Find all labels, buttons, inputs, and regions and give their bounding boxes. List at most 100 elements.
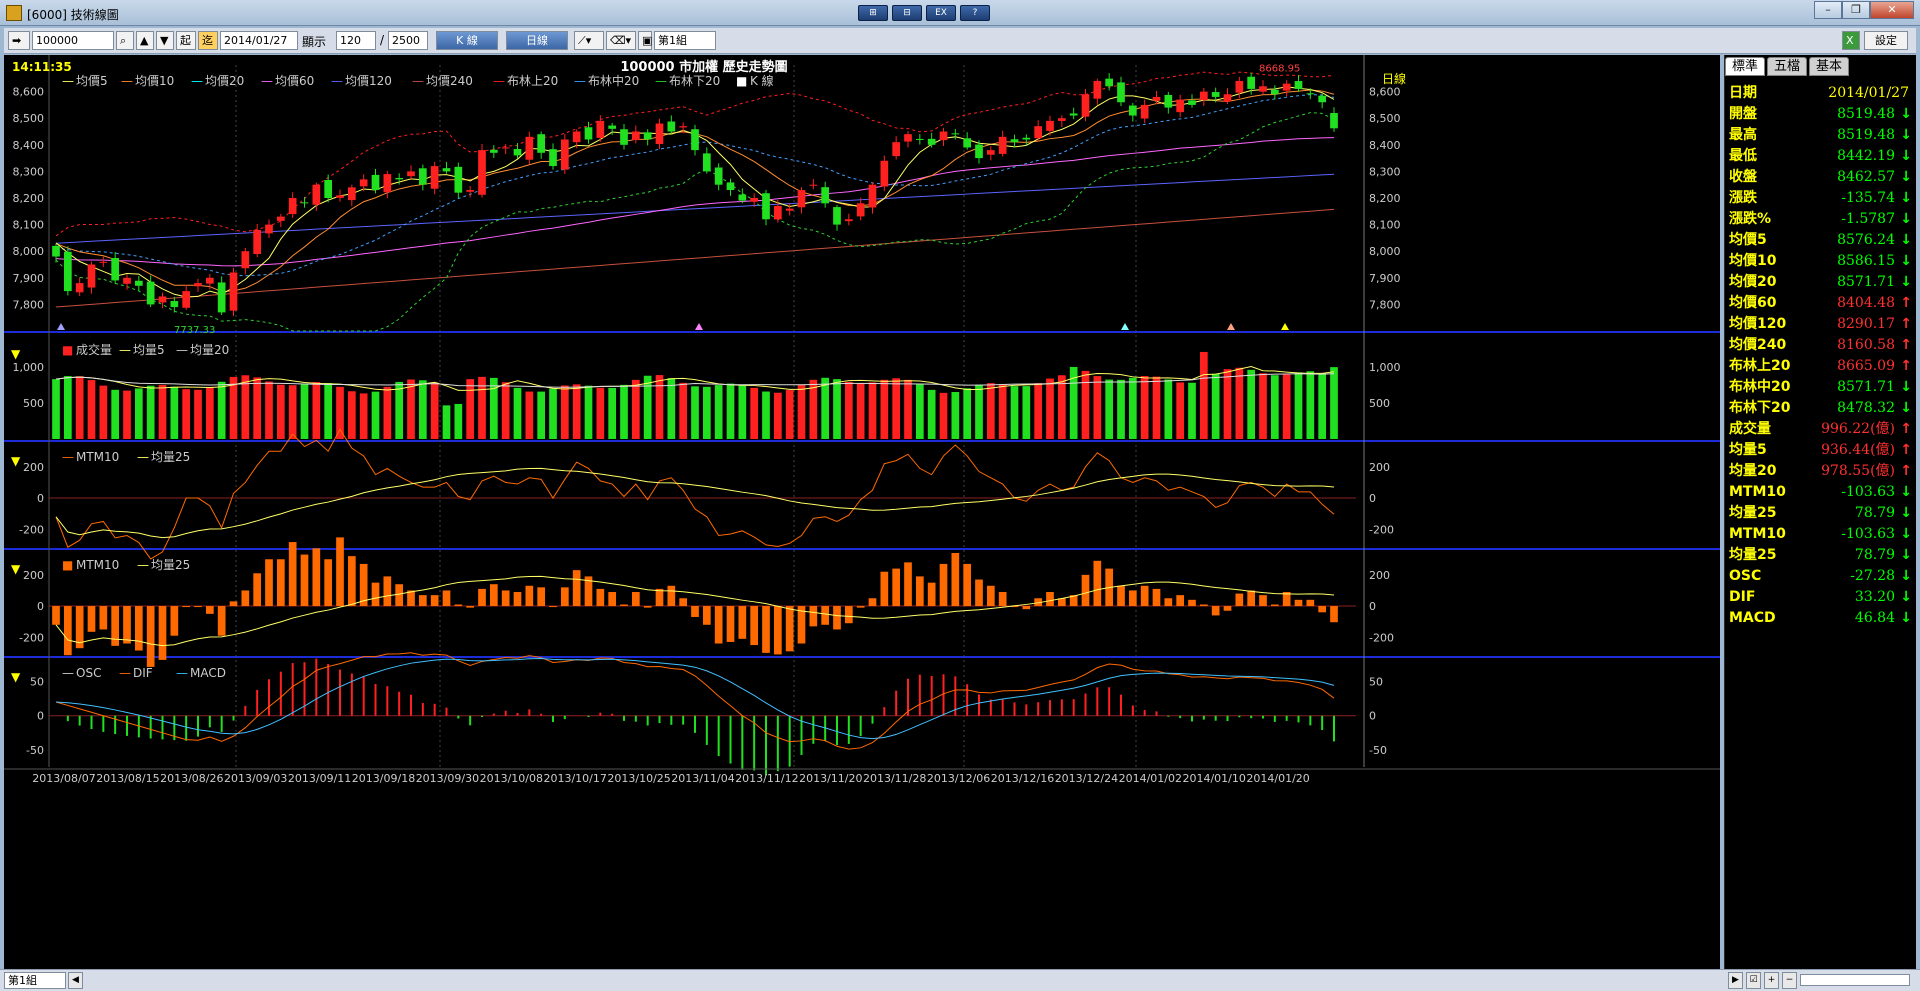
eraser-icon[interactable]: ⌫▾ (606, 31, 636, 50)
mtm-bar (253, 573, 262, 607)
tab-basic[interactable]: 基本 (1809, 57, 1850, 76)
mtm-bar (1176, 595, 1185, 607)
zoom-in-icon[interactable]: + (1764, 972, 1779, 989)
check-icon[interactable]: ☑ (1746, 972, 1761, 989)
y-tick-label: 0 (37, 600, 44, 613)
chart-area[interactable]: 14:11:35 100000 市加權 歷史走勢圖 日線 — 均價5— 均價10— 均價20… (4, 55, 1720, 969)
minimize-button[interactable]: – (1814, 1, 1842, 19)
tab-five-levels[interactable]: 五檔 (1767, 57, 1808, 76)
symbol-input[interactable]: 100000 (32, 31, 114, 50)
candle-body (1010, 139, 1019, 143)
mtm-bar (513, 592, 522, 607)
volume-bar (797, 384, 806, 439)
panel-tabs: 標準 五檔 基本 (1725, 57, 1850, 76)
candle-body (951, 133, 960, 135)
scroll-right-icon[interactable]: ▶ (1728, 972, 1743, 989)
legend-label: 布林中20 (588, 73, 639, 88)
total-input[interactable]: 2500 (388, 31, 428, 50)
cascade-button[interactable]: ⊟ (892, 5, 922, 21)
mtm-bar (856, 606, 865, 608)
y-tick-label: 500 (23, 397, 44, 410)
zoom-out-icon[interactable]: − (1782, 972, 1797, 989)
legend-marker: — (62, 74, 74, 88)
candle-body (87, 264, 96, 288)
start-button[interactable]: 起 (176, 31, 196, 50)
mtm-bar (525, 585, 534, 607)
count-input[interactable]: 120 (336, 31, 376, 50)
mtm-bar (596, 588, 605, 607)
y-tick-label: -50 (1369, 744, 1387, 757)
y-tick-label: 8,600 (1369, 86, 1401, 99)
candle-body (691, 129, 699, 151)
candle-body (1152, 96, 1161, 101)
volume-bar (1330, 367, 1338, 439)
info-row: 開盤 8519.48 ↓ (1729, 104, 1913, 125)
tab-standard[interactable]: 標準 (1725, 57, 1766, 76)
volume-bar (253, 377, 262, 439)
volume-bar (466, 379, 475, 439)
volume-bar (111, 389, 120, 439)
group-icon[interactable]: ▣ (638, 31, 652, 50)
mtm-bar (1235, 593, 1244, 607)
volume-bar (939, 392, 948, 439)
legend-marker: — (121, 74, 133, 88)
restore-button[interactable]: ❐ (1842, 1, 1870, 19)
mtm-bar (691, 606, 699, 617)
link-arrow-icon[interactable]: ➡ (8, 31, 30, 50)
legend-marker: — (574, 74, 586, 88)
mtm-bar (608, 592, 617, 607)
volume-bar (170, 386, 179, 439)
mtm-bar (1093, 560, 1102, 607)
mtm-bar (146, 606, 155, 667)
x-tick-label: 2014/01/02 (1119, 772, 1182, 785)
volume-bar (217, 381, 226, 439)
mtm-bar (809, 606, 818, 627)
volume-bar (288, 385, 297, 439)
y-tick-label: 7,900 (1369, 272, 1401, 285)
info-row-value: 8442.19 (1837, 148, 1895, 164)
legend-label: 均量25 (151, 558, 190, 572)
legend-marker: — (331, 74, 343, 88)
group-select[interactable]: 第1組 (654, 31, 716, 50)
mtm-bar (1211, 606, 1220, 616)
date-select[interactable]: 2014/01/27 (220, 31, 298, 50)
volume-bar (383, 386, 392, 439)
zoom-slider[interactable] (1800, 974, 1910, 986)
mtm-bar (276, 559, 285, 607)
candle-body (998, 136, 1007, 154)
mtm-bar (880, 571, 889, 607)
volume-ma20-line (55, 373, 1335, 388)
candle-body (1057, 118, 1066, 121)
arrow-down-icon[interactable]: ▼ (156, 31, 174, 50)
info-row-label: 均量25 (1729, 547, 1777, 563)
period-button[interactable]: 日線 (506, 31, 568, 50)
arrow-down-icon: ↓ (1900, 400, 1912, 416)
bollinger-lower-line (55, 112, 1335, 332)
arrow-down-icon: ↓ (1900, 547, 1912, 563)
group-select-bottom[interactable]: 第1組 (4, 972, 66, 989)
ktype-button[interactable]: K 線 (436, 31, 498, 50)
candle-body (844, 219, 853, 222)
app-icon (6, 5, 22, 21)
info-row-label: 最低 (1729, 148, 1757, 164)
excel-icon[interactable]: X (1842, 31, 1860, 50)
now-button[interactable]: 迄 (198, 31, 218, 50)
close-button[interactable]: ✕ (1870, 1, 1914, 19)
info-row-label: 均量20 (1729, 463, 1777, 479)
title-bar: [6000] 技術線圖 ⊞ ⊟ EX ? – ❐ ✕ (0, 0, 1920, 26)
candle-body (383, 174, 392, 193)
volume-bar (951, 391, 960, 439)
tile-button[interactable]: ⊞ (858, 5, 888, 21)
arrow-up-icon[interactable]: ▲ (136, 31, 154, 50)
help-button[interactable]: ? (960, 5, 990, 21)
export-button[interactable]: EX (926, 5, 956, 21)
draw-line-icon[interactable]: ⟋▾ (574, 31, 604, 50)
settings-button[interactable]: 設定 (1864, 31, 1908, 50)
scroll-left-icon[interactable]: ◀ (68, 972, 83, 989)
mtm-bar (1057, 598, 1066, 607)
candle-body (714, 167, 723, 185)
info-row: 均量25 78.79 ↓ (1729, 503, 1913, 524)
mtm-bar (359, 563, 368, 607)
search-icon[interactable]: ⌕ (116, 31, 134, 50)
